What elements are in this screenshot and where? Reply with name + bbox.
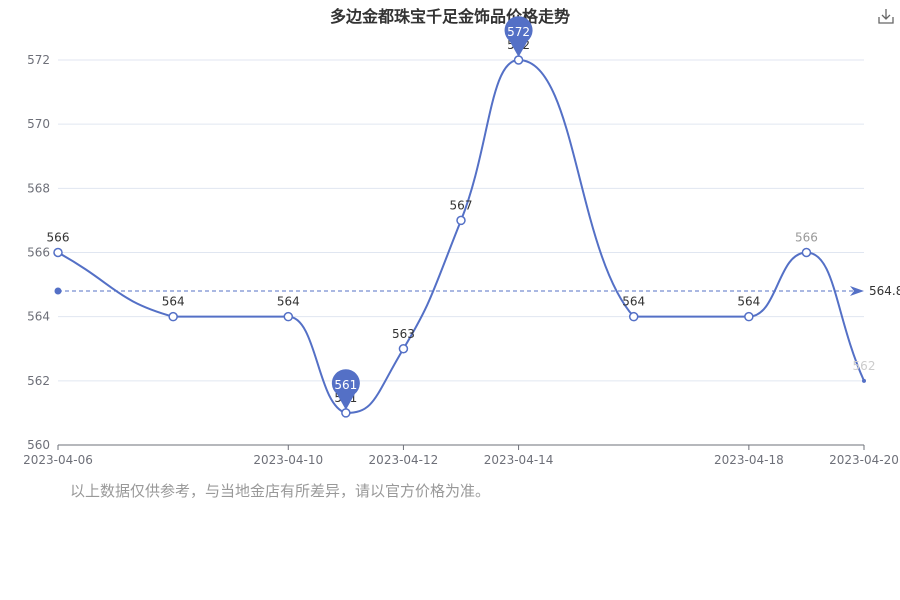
- x-tick-label: 2023-04-18: [714, 453, 784, 467]
- data-point: [628, 311, 639, 322]
- footnote: 以上数据仅供参考，与当地金店有所差异，请以官方价格为准。: [70, 482, 491, 500]
- series-line: [57, 58, 865, 414]
- y-tick-label: 564: [27, 310, 50, 324]
- data-point: [341, 408, 351, 418]
- y-tick-label: 562: [27, 374, 50, 388]
- data-label: 564: [737, 295, 760, 309]
- x-tick-label: 2023-04-06: [23, 453, 93, 467]
- data-point: [53, 247, 63, 258]
- data-point: [456, 215, 466, 226]
- data-point: [801, 247, 812, 258]
- x-tick-label: 2023-04-14: [484, 453, 554, 467]
- extreme-markers: 572 561: [331, 16, 533, 410]
- y-tick-label: 572: [27, 53, 50, 67]
- min-marker-shape: [331, 369, 360, 410]
- data-label: 562: [853, 359, 876, 373]
- data-label: 566: [47, 231, 70, 245]
- average-line: 564.8: [54, 284, 900, 298]
- min-marker-label: 561: [334, 378, 357, 392]
- y-tick-label: 568: [27, 181, 50, 195]
- data-point: [398, 344, 409, 354]
- data-label: 566: [795, 231, 818, 245]
- x-tick-label: 2023-04-12: [369, 453, 439, 467]
- data-label: 564: [277, 295, 300, 309]
- download-button[interactable]: [876, 6, 896, 26]
- data-label: 567: [450, 198, 473, 212]
- data-point: [168, 311, 178, 322]
- data-label: 563: [392, 327, 415, 341]
- y-tick-label: 560: [27, 438, 50, 452]
- price-series: [53, 55, 866, 418]
- data-label: 564: [162, 295, 185, 309]
- axes: 560 562 564 566 568 570 572 2023-04-06 2023-04-1…: [23, 53, 899, 467]
- max-marker-label: 572: [507, 25, 530, 39]
- max-marker: 572: [504, 16, 533, 57]
- download-icon: [878, 9, 894, 24]
- data-point: [283, 311, 294, 322]
- y-tick-label: 570: [27, 117, 50, 131]
- data-labels: 566564564561563567572564564566562: [47, 38, 876, 405]
- data-label: 564: [622, 295, 645, 309]
- data-point: [513, 55, 524, 65]
- average-label: 564.8: [869, 284, 900, 298]
- average-arrow: [850, 286, 864, 296]
- min-marker: 561: [331, 369, 360, 410]
- data-point: [862, 378, 866, 383]
- max-marker-shape: [504, 16, 533, 57]
- data-point: [744, 311, 754, 322]
- x-tick-label: 2023-04-20: [829, 453, 899, 467]
- y-tick-label: 566: [27, 246, 50, 260]
- x-tick-label: 2023-04-10: [253, 453, 323, 467]
